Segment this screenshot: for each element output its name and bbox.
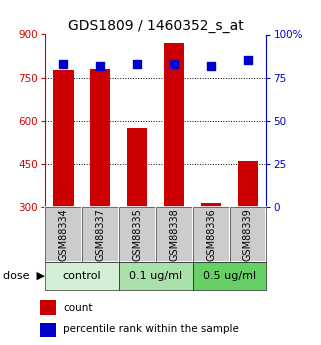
Text: GSM88338: GSM88338 bbox=[169, 208, 179, 261]
Bar bbox=[127, 128, 147, 207]
Bar bbox=[193, 207, 230, 262]
Point bbox=[135, 61, 140, 67]
Bar bbox=[156, 207, 193, 262]
Text: 0.5 ug/ml: 0.5 ug/ml bbox=[203, 271, 256, 281]
Point bbox=[98, 63, 103, 68]
Point bbox=[171, 61, 177, 67]
Bar bbox=[119, 207, 156, 262]
Bar bbox=[40, 300, 56, 315]
Point bbox=[245, 58, 250, 63]
Bar bbox=[230, 207, 266, 262]
Bar bbox=[82, 207, 119, 262]
Bar bbox=[156, 207, 193, 262]
Bar bbox=[238, 161, 258, 207]
Text: GSM88334: GSM88334 bbox=[58, 208, 68, 261]
Title: GDS1809 / 1460352_s_at: GDS1809 / 1460352_s_at bbox=[68, 19, 244, 33]
Bar bbox=[40, 323, 56, 337]
Bar bbox=[90, 69, 110, 207]
Text: 0.1 ug/ml: 0.1 ug/ml bbox=[129, 271, 182, 281]
Text: control: control bbox=[63, 271, 101, 281]
Bar bbox=[53, 70, 74, 207]
Bar bbox=[82, 207, 119, 262]
Bar bbox=[119, 207, 156, 262]
Bar bbox=[201, 203, 221, 207]
Point bbox=[209, 63, 214, 68]
Text: GSM88339: GSM88339 bbox=[243, 208, 253, 261]
Bar bbox=[193, 207, 230, 262]
Bar bbox=[164, 43, 184, 207]
Text: GSM88336: GSM88336 bbox=[206, 208, 216, 261]
Bar bbox=[45, 262, 119, 290]
Text: count: count bbox=[63, 303, 93, 313]
Bar bbox=[193, 262, 266, 290]
Text: GSM88337: GSM88337 bbox=[95, 208, 105, 261]
Point bbox=[61, 61, 66, 67]
Bar bbox=[119, 262, 193, 290]
Text: dose  ▶: dose ▶ bbox=[3, 271, 45, 281]
Bar bbox=[45, 207, 82, 262]
Bar bbox=[45, 207, 82, 262]
Bar bbox=[230, 207, 266, 262]
Text: GSM88335: GSM88335 bbox=[132, 208, 142, 261]
Text: percentile rank within the sample: percentile rank within the sample bbox=[63, 325, 239, 334]
